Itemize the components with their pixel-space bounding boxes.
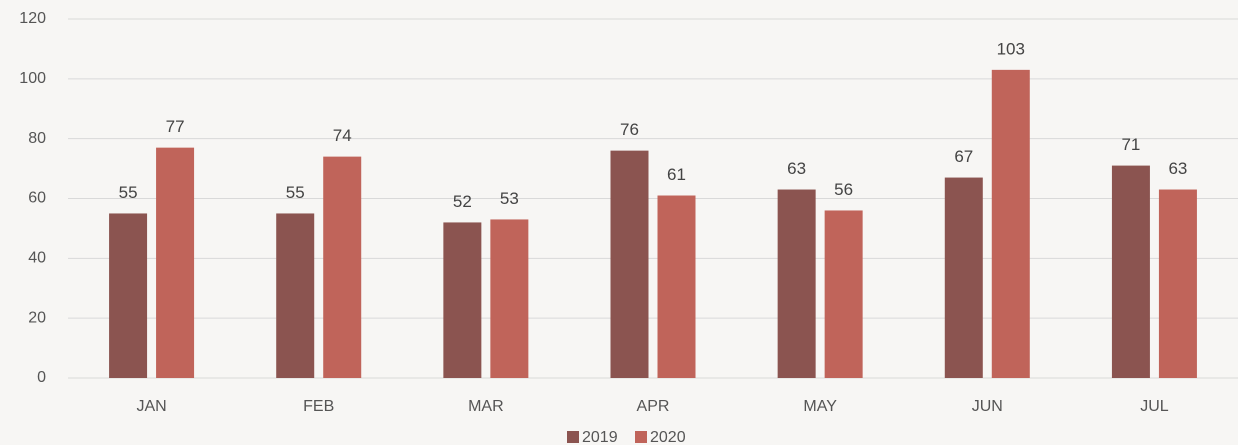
data-label: 55 xyxy=(119,183,138,202)
y-tick-label: 120 xyxy=(19,10,46,27)
data-label: 55 xyxy=(286,183,305,202)
bar xyxy=(944,177,983,378)
bar xyxy=(1158,189,1197,378)
data-label: 63 xyxy=(787,159,806,178)
data-label: 74 xyxy=(333,126,352,145)
y-tick-label: 0 xyxy=(37,369,46,386)
bar xyxy=(1111,165,1150,378)
bar xyxy=(991,69,1030,378)
legend-label: 2020 xyxy=(650,429,686,445)
legend-label: 2019 xyxy=(582,429,618,445)
data-label: 52 xyxy=(453,192,472,211)
data-label: 63 xyxy=(1168,159,1187,178)
legend-swatch xyxy=(635,431,647,443)
y-tick-label: 80 xyxy=(28,130,46,147)
x-tick-label: APR xyxy=(637,398,670,415)
y-tick-label: 20 xyxy=(28,309,46,326)
bar xyxy=(109,213,148,378)
bar xyxy=(657,195,696,378)
x-tick-label: MAR xyxy=(468,398,504,415)
y-tick-label: 40 xyxy=(28,250,46,267)
data-label: 71 xyxy=(1121,135,1140,154)
data-label: 77 xyxy=(166,117,185,136)
bar xyxy=(777,189,816,378)
bar xyxy=(610,150,649,378)
bar xyxy=(490,219,529,378)
legend-swatch xyxy=(567,431,579,443)
bar xyxy=(824,210,863,378)
bar xyxy=(276,213,315,378)
y-tick-label: 100 xyxy=(19,70,46,87)
y-tick-label: 60 xyxy=(28,190,46,207)
data-label: 56 xyxy=(834,180,853,199)
x-tick-label: MAY xyxy=(803,398,837,415)
bar xyxy=(443,222,482,378)
data-label: 53 xyxy=(500,189,519,208)
x-tick-label: JAN xyxy=(136,398,166,415)
data-label: 67 xyxy=(954,147,973,166)
data-label: 76 xyxy=(620,120,639,139)
data-label: 103 xyxy=(997,39,1025,58)
x-tick-label: JUN xyxy=(972,398,1003,415)
bar xyxy=(156,147,195,378)
data-label: 61 xyxy=(667,165,686,184)
bar xyxy=(323,156,362,378)
x-tick-label: JUL xyxy=(1140,398,1169,415)
x-tick-label: FEB xyxy=(303,398,334,415)
